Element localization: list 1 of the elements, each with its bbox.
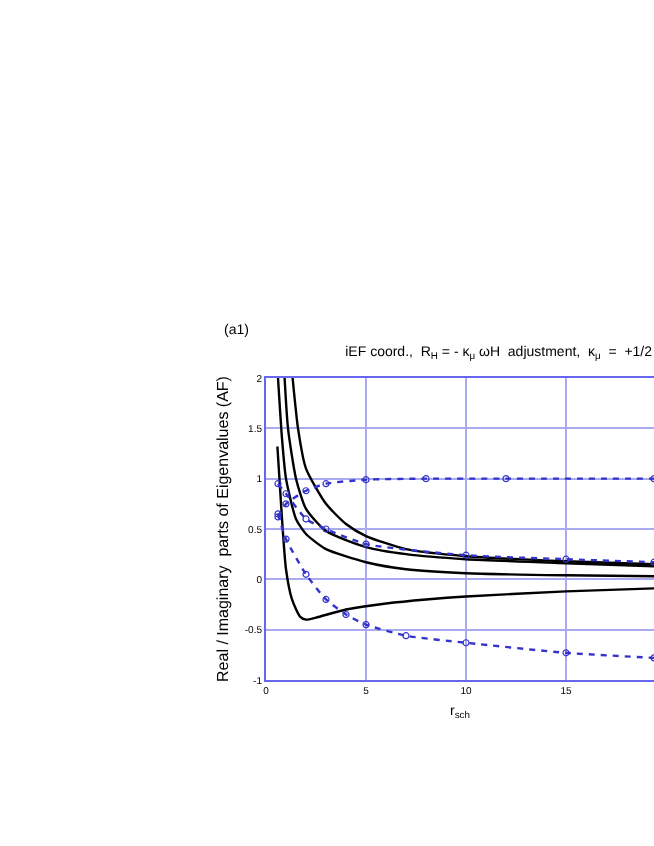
y-axis-title: Real / Imaginary parts of Eigenvalues (AF) xyxy=(214,375,233,682)
